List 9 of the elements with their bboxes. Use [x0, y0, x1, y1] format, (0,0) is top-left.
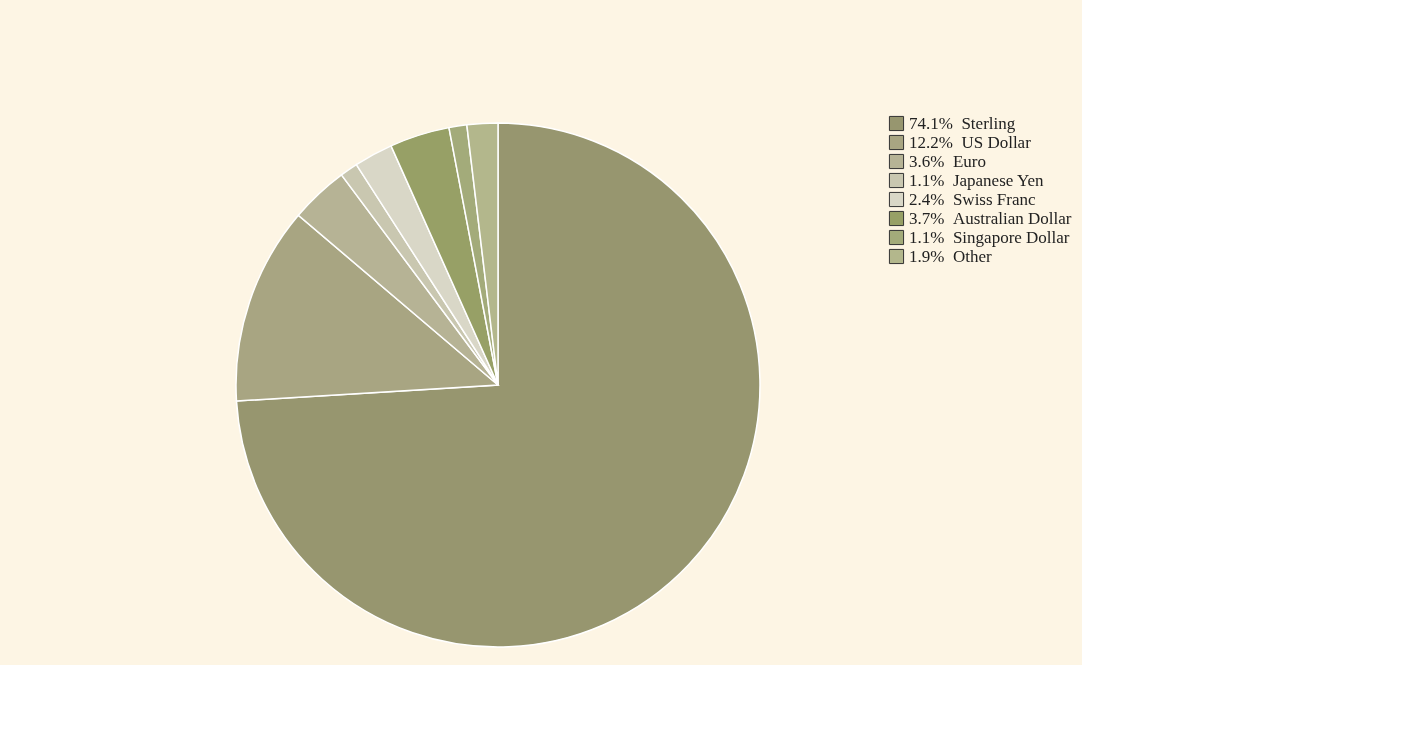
legend-label: 74.1% Sterling [909, 113, 1016, 133]
legend-label: 1.1% Singapore Dollar [909, 227, 1070, 247]
legend-label: 2.4% Swiss Franc [909, 189, 1037, 209]
legend-label: 3.6% Euro [909, 151, 986, 171]
legend-label: 12.2% US Dollar [909, 132, 1032, 152]
legend-label: 1.1% Japanese Yen [909, 170, 1045, 190]
pie-slice [235, 122, 761, 648]
legend-label: 1.9% Other [909, 246, 992, 266]
legend-label: 3.7% Australian Dollar [909, 208, 1072, 228]
